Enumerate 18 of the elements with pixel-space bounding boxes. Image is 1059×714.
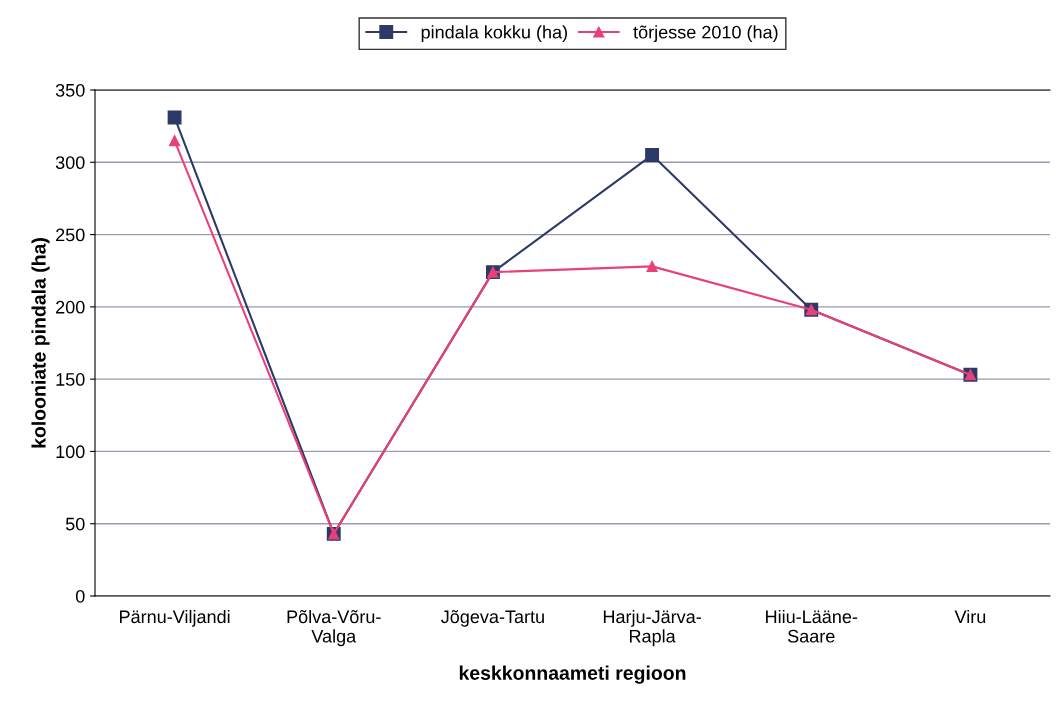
y-tick-label: 0 [75,589,85,603]
x-tick-label: Harju-Järva- Rapla [603,609,701,647]
x-axis-title: keskkonnaameti regioon [459,665,686,684]
legend-label: pindala kokku (ha) [421,25,567,43]
y-tick-label: 50 [65,517,85,531]
y-tick-label: 150 [56,373,85,386]
y-tick-label: 250 [56,228,85,242]
x-tick-label: Hiiu-Lääne- Saare [766,609,858,643]
x-tick-label: Jõgeva-Tartu [441,610,544,627]
y-axis-title: kolooniate pindala (ha) [31,238,50,448]
y-tick-label: 200 [56,300,85,314]
y-tick-label: 350 [55,83,85,97]
x-tick-label: Põlva-Võru- Valga [287,609,381,647]
x-tick-label: Pärnu-Viljandi [120,609,230,627]
legend-label: tõrjesse 2010 (ha) [633,25,778,43]
y-tick-label: 300 [55,156,85,170]
y-tick-label: 100 [56,445,85,459]
x-tick-label: Viru [954,609,986,624]
